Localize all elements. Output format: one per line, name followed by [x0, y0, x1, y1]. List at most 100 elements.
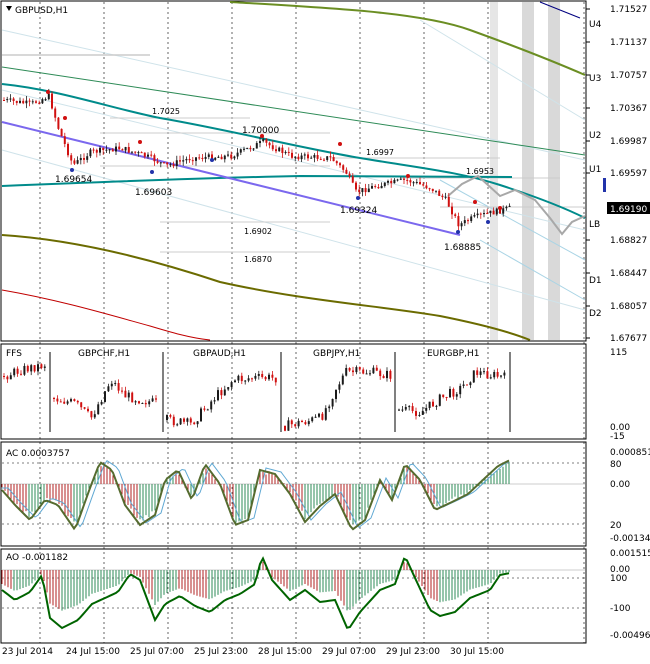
- current-price: 1.69190: [610, 205, 647, 215]
- mini-candle: [66, 399, 69, 406]
- candle: [38, 100, 41, 105]
- mini-candle: [131, 391, 134, 403]
- mini-candle: [449, 386, 451, 398]
- mini-candle: [386, 367, 388, 382]
- mini-candle: [301, 419, 303, 423]
- candle: [79, 154, 82, 165]
- annot-16953: 1.6953: [466, 167, 494, 176]
- candle: [9, 94, 12, 103]
- candle: [444, 192, 447, 200]
- candle: [438, 189, 441, 197]
- sub1-panel-frame: [0, 343, 587, 440]
- candle: [25, 95, 28, 109]
- ao-tick-2: 100: [610, 574, 627, 584]
- candle: [345, 167, 348, 175]
- mini-candle: [73, 398, 76, 402]
- mini-candle: [324, 405, 327, 421]
- mini-candle: [240, 372, 243, 385]
- candle: [67, 142, 69, 158]
- mini-candle: [37, 360, 39, 376]
- mini-candle: [314, 414, 317, 418]
- mini-candle: [452, 387, 455, 400]
- future-band-1: [490, 2, 498, 340]
- ao-tick-4: -100: [610, 604, 631, 614]
- sub1-tick-zero: 0.00: [610, 423, 630, 433]
- mini-candle: [217, 387, 219, 402]
- annot-170000: 1.70000: [242, 126, 279, 136]
- mini-candle: [3, 373, 5, 380]
- mini-candle: [335, 389, 337, 403]
- candle: [249, 145, 252, 152]
- fractal-marker: [338, 142, 342, 146]
- ao-histogram: [1, 561, 510, 611]
- mini-candle: [428, 401, 431, 411]
- ao-tick-5: -0.004966: [610, 631, 650, 641]
- time-tick-7: 29 Jul 23:00: [386, 647, 440, 657]
- sub1-titles: FFS GBPCHF,H1 GBPAUD,H1 GBPJPY,H1 EURGBP…: [6, 349, 479, 359]
- candle: [460, 221, 463, 231]
- mini-candle: [230, 380, 233, 391]
- candle: [31, 99, 34, 105]
- candle: [291, 149, 293, 160]
- mini-candle: [247, 375, 250, 383]
- sub1-dividers: [49, 352, 511, 432]
- main-panel-frame: [0, 0, 587, 342]
- candle: [220, 154, 223, 160]
- mini-candle: [83, 406, 86, 410]
- price-tick-1: 1.71527: [610, 5, 647, 15]
- mini-candle: [304, 420, 307, 426]
- ac-title: AC 0.0003757: [6, 449, 70, 459]
- mini-candle: [321, 411, 324, 421]
- candle: [428, 187, 431, 192]
- mini-candle: [408, 405, 411, 411]
- mini-candle: [500, 375, 502, 379]
- mini-candle: [220, 387, 223, 400]
- candle: [121, 148, 124, 151]
- mini-candle: [172, 414, 175, 428]
- candle: [508, 203, 511, 207]
- annot-169603: 1.69603: [135, 188, 172, 198]
- candle: [204, 152, 207, 163]
- candle: [377, 184, 380, 189]
- fractal-marker: [63, 116, 67, 120]
- mini-candle: [411, 402, 414, 414]
- candle: [275, 145, 277, 154]
- candle: [319, 156, 322, 161]
- fractal-marker: [473, 200, 477, 204]
- mini-candle: [183, 417, 185, 425]
- mini-candle: [318, 412, 320, 418]
- mini-candle: [345, 364, 348, 377]
- mini-candle: [127, 390, 130, 402]
- candle: [303, 152, 306, 160]
- candle: [166, 162, 169, 168]
- candle: [99, 146, 101, 156]
- candle: [92, 147, 95, 154]
- candle: [415, 178, 418, 185]
- ac-tick-3: 0.00: [610, 480, 630, 490]
- mini-candle: [445, 396, 448, 401]
- level-labels: U4 U3 U2 U1 LB D1 D2: [589, 20, 602, 319]
- candle: [383, 182, 386, 188]
- candle: [479, 212, 482, 219]
- mini-candle: [466, 384, 468, 386]
- mini-candle: [107, 383, 110, 393]
- mini-candle: [43, 364, 46, 372]
- candle: [435, 190, 437, 194]
- mini-candle: [169, 413, 172, 419]
- mini-candle: [432, 399, 434, 408]
- mini-candle: [472, 370, 475, 384]
- price-tick-5: 1.69987: [610, 137, 647, 147]
- ac-histogram: [1, 461, 510, 524]
- mini-candle: [479, 367, 482, 378]
- candle: [191, 156, 194, 165]
- candle: [495, 207, 498, 216]
- sub1-title: FFS: [6, 349, 22, 359]
- current-price-box: [607, 202, 650, 214]
- mini-candle: [455, 392, 458, 400]
- candle: [476, 208, 479, 219]
- candle: [207, 152, 210, 160]
- time-tick-3: 25 Jul 07:00: [130, 647, 184, 657]
- candle: [51, 91, 53, 110]
- candle: [457, 212, 460, 231]
